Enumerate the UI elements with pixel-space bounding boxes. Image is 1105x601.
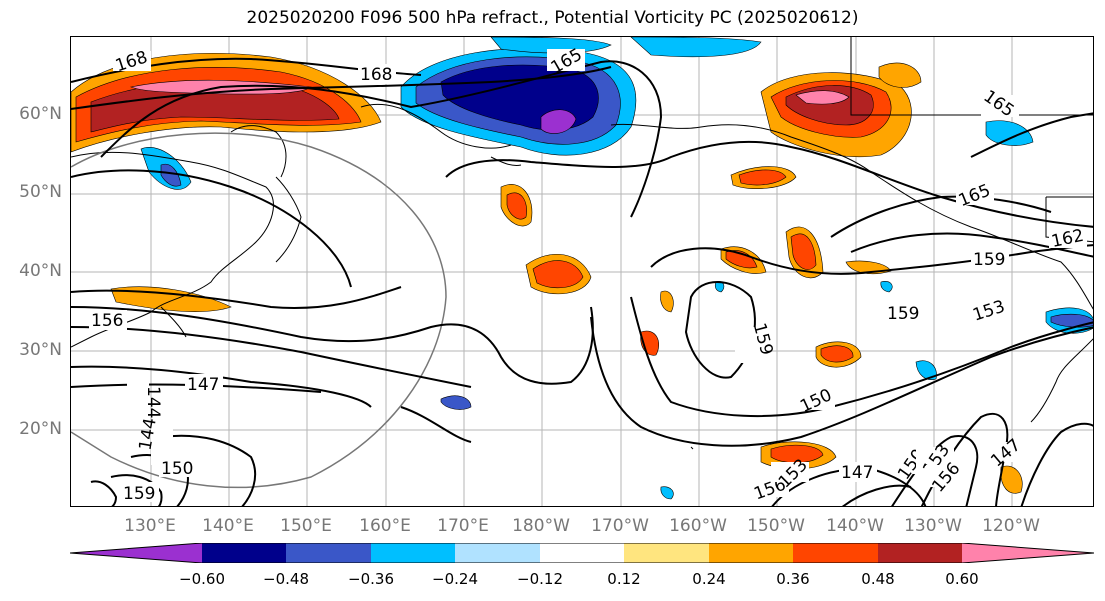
contour-label: 147 bbox=[987, 435, 1025, 471]
lon-label-180w: 180°W bbox=[512, 516, 570, 536]
map-panel: 168 168 165 165 165 162 159 159 159 156 … bbox=[70, 36, 1094, 507]
lon-label-140w: 140°W bbox=[826, 516, 884, 536]
height-contours bbox=[71, 57, 1093, 506]
colorbar-tick: 0.48 bbox=[861, 570, 895, 588]
colorbar-cell bbox=[624, 543, 709, 563]
contour-label: 147 bbox=[187, 375, 219, 395]
pv-negative-shading bbox=[140, 37, 1093, 500]
colorbar-tick: 0.60 bbox=[945, 570, 979, 588]
lat-label-60n: 60°N bbox=[19, 104, 62, 124]
lon-label-150e: 150°E bbox=[280, 516, 332, 536]
colorbar-cell bbox=[962, 543, 1094, 563]
lat-label-20n: 20°N bbox=[19, 419, 62, 439]
contour-label: 156 bbox=[91, 311, 123, 331]
contour-labels: 168 168 165 165 165 162 159 159 159 156 … bbox=[89, 45, 1087, 504]
lon-label-130e: 130°E bbox=[124, 516, 176, 536]
lat-label-40n: 40°N bbox=[19, 261, 62, 281]
colorbar-cell bbox=[371, 543, 455, 563]
pv-positive-shading bbox=[71, 53, 1023, 494]
colorbar-cell bbox=[709, 543, 793, 563]
lon-label-120w: 120°W bbox=[982, 516, 1040, 536]
contour-label: 150 bbox=[797, 385, 835, 417]
lon-label-160e: 160°E bbox=[359, 516, 411, 536]
colorbar-tick: −0.60 bbox=[179, 570, 225, 588]
colorbar-cell bbox=[793, 543, 878, 563]
colorbar-cell bbox=[878, 543, 962, 563]
lon-label-170w: 170°W bbox=[591, 516, 649, 536]
contour-label: 147 bbox=[841, 463, 873, 483]
lat-label-30n: 30°N bbox=[19, 340, 62, 360]
contour-label: 159 bbox=[123, 484, 155, 504]
lon-label-160w: 160°W bbox=[669, 516, 727, 536]
colorbar-tick: 0.12 bbox=[607, 570, 641, 588]
colorbar-cell bbox=[286, 543, 371, 563]
map-title: 2025020200 F096 500 hPa refract., Potent… bbox=[246, 8, 859, 28]
lon-label-170e: 170°E bbox=[437, 516, 489, 536]
colorbar-tick: −0.36 bbox=[348, 570, 394, 588]
lon-label-150w: 150°W bbox=[747, 516, 805, 536]
contour-label: 159 bbox=[887, 304, 919, 324]
lon-label-130w: 130°W bbox=[904, 516, 962, 536]
colorbar bbox=[70, 543, 1094, 563]
lon-label-140e: 140°E bbox=[202, 516, 254, 536]
colorbar-tick: −0.24 bbox=[432, 570, 478, 588]
map-canvas: 168 168 165 165 165 162 159 159 159 156 … bbox=[71, 37, 1093, 506]
colorbar-tick: −0.48 bbox=[263, 570, 309, 588]
contour-label: 159 bbox=[973, 250, 1005, 270]
colorbar-cell bbox=[202, 543, 286, 563]
colorbar-tick: −0.12 bbox=[517, 570, 563, 588]
colorbar-cell bbox=[70, 543, 202, 563]
contour-label: 168 bbox=[360, 65, 392, 85]
colorbar-tick: 0.36 bbox=[776, 570, 810, 588]
range-circle bbox=[71, 132, 447, 489]
colorbar-cell bbox=[540, 543, 624, 563]
contour-label: 150 bbox=[161, 459, 193, 479]
lat-label-50n: 50°N bbox=[19, 182, 62, 202]
colorbar-tick: 0.24 bbox=[692, 570, 726, 588]
contour-label: 144 bbox=[143, 386, 163, 418]
colorbar-cell bbox=[455, 543, 540, 563]
